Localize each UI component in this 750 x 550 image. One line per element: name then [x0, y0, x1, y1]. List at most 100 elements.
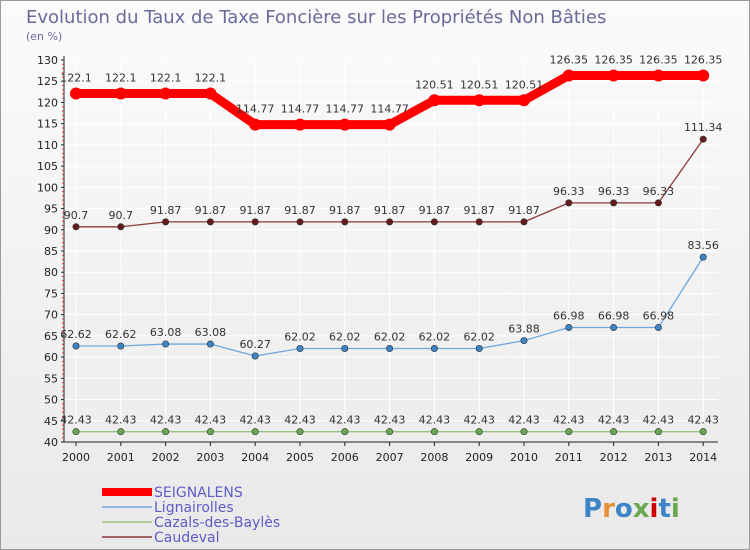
data-label: 114.77: [326, 103, 365, 116]
data-label: 120.51: [460, 78, 499, 91]
x-tick-label: 2004: [241, 451, 269, 464]
data-point: [428, 94, 441, 107]
data-point: [473, 94, 486, 107]
data-point: [296, 218, 304, 226]
data-point: [117, 342, 125, 350]
data-point: [654, 199, 662, 207]
data-point: [206, 340, 214, 348]
x-tick-label: 2010: [510, 451, 538, 464]
x-tick-label: 2012: [600, 451, 628, 464]
data-label: 62.02: [463, 331, 495, 344]
x-tick-label: 2002: [152, 451, 180, 464]
legend-label: SEIGNALENS: [154, 485, 243, 501]
data-label: 62.02: [374, 331, 406, 344]
data-label: 111.34: [684, 121, 723, 134]
data-label: 91.87: [463, 204, 495, 217]
y-tick-label: 75: [44, 287, 58, 300]
data-point: [562, 69, 575, 82]
data-label: 63.88: [508, 323, 540, 336]
y-tick-label: 105: [37, 160, 58, 173]
x-tick-label: 2009: [465, 451, 493, 464]
series-lignairolles: 62.62 62.62 63.08 63.08 60.27 62.02 62.02 62.02…: [60, 239, 719, 360]
data-point: [520, 218, 528, 226]
data-point: [296, 345, 304, 353]
data-point: [654, 428, 662, 436]
data-label: 42.43: [687, 414, 719, 427]
data-point: [610, 199, 618, 207]
data-label: 91.87: [419, 204, 451, 217]
data-label: 114.77: [281, 103, 320, 116]
data-point: [607, 69, 620, 82]
data-label: 60.27: [239, 338, 271, 351]
data-label: 91.87: [195, 204, 227, 217]
series-seignalens: 122.1 122.1 122.1 122.1 114.77 114.77 114.77 11…: [60, 53, 722, 131]
brand-letter: i: [650, 494, 659, 524]
data-point: [699, 135, 707, 143]
data-point: [72, 342, 80, 350]
data-point: [520, 337, 528, 345]
data-point: [518, 94, 530, 107]
chart-unit-label: (en %): [26, 30, 62, 43]
y-tick-label: 130: [37, 54, 58, 67]
data-label: 122.1: [195, 72, 227, 85]
data-point: [610, 428, 618, 436]
data-point: [386, 428, 394, 436]
data-point: [565, 323, 573, 331]
data-label: 42.43: [60, 414, 92, 427]
data-label: 42.43: [284, 414, 316, 427]
data-label: 91.87: [150, 204, 182, 217]
x-tick-label: 2011: [555, 451, 583, 464]
chart-title: Evolution du Taux de Taxe Foncière sur l…: [26, 7, 606, 28]
data-point: [204, 87, 217, 100]
x-tick-label: 2005: [286, 451, 314, 464]
data-label: 96.33: [643, 185, 675, 198]
data-label: 42.43: [195, 414, 227, 427]
data-point: [654, 323, 662, 331]
data-label: 42.43: [463, 414, 495, 427]
data-point: [699, 253, 707, 261]
data-point: [475, 428, 483, 436]
legend-label: Cazals-des-Baylès: [154, 515, 280, 531]
data-label: 122.1: [150, 72, 182, 85]
data-label: 91.87: [284, 204, 316, 217]
y-tick-label: 80: [44, 266, 58, 279]
y-tick-label: 55: [44, 372, 58, 385]
data-point: [72, 223, 80, 231]
legend: SEIGNALENSLignairollesCazals-des-BaylèsC…: [102, 485, 280, 546]
data-point: [249, 118, 262, 131]
data-label: 126.35: [594, 53, 633, 66]
data-label: 62.02: [329, 331, 361, 344]
x-tick-label: 2014: [689, 451, 717, 464]
data-label: 83.56: [687, 239, 719, 252]
data-label: 42.43: [150, 414, 182, 427]
brand-letter: o: [615, 494, 633, 524]
data-point: [475, 345, 483, 353]
y-tick-label: 90: [44, 224, 58, 237]
y-tick-label: 85: [44, 245, 58, 258]
y-tick-label: 125: [37, 75, 58, 88]
x-tick-label: 2008: [420, 451, 448, 464]
grid: [64, 59, 718, 443]
y-tick-label: 60: [44, 351, 58, 364]
data-point: [652, 69, 665, 82]
data-point: [294, 118, 306, 131]
y-tick-label: 40: [44, 436, 58, 449]
axes: 4045505560657075808590951001051101151201…: [37, 54, 718, 464]
data-point: [386, 218, 394, 226]
data-label: 114.77: [370, 103, 409, 116]
data-label: 42.43: [508, 414, 540, 427]
data-point: [296, 428, 304, 436]
brand-letter: x: [633, 494, 650, 524]
data-point: [341, 428, 349, 436]
data-point: [72, 428, 80, 436]
data-label: 42.43: [643, 414, 675, 427]
data-point: [430, 345, 438, 353]
y-tick-label: 70: [44, 309, 58, 322]
data-label: 62.02: [419, 331, 451, 344]
data-point: [520, 428, 528, 436]
data-point: [565, 428, 573, 436]
series-cazals-des-bayl-s: 42.43 42.43 42.43 42.43 42.43 42.43 42.43 42.43…: [60, 414, 719, 436]
data-point: [162, 428, 170, 436]
